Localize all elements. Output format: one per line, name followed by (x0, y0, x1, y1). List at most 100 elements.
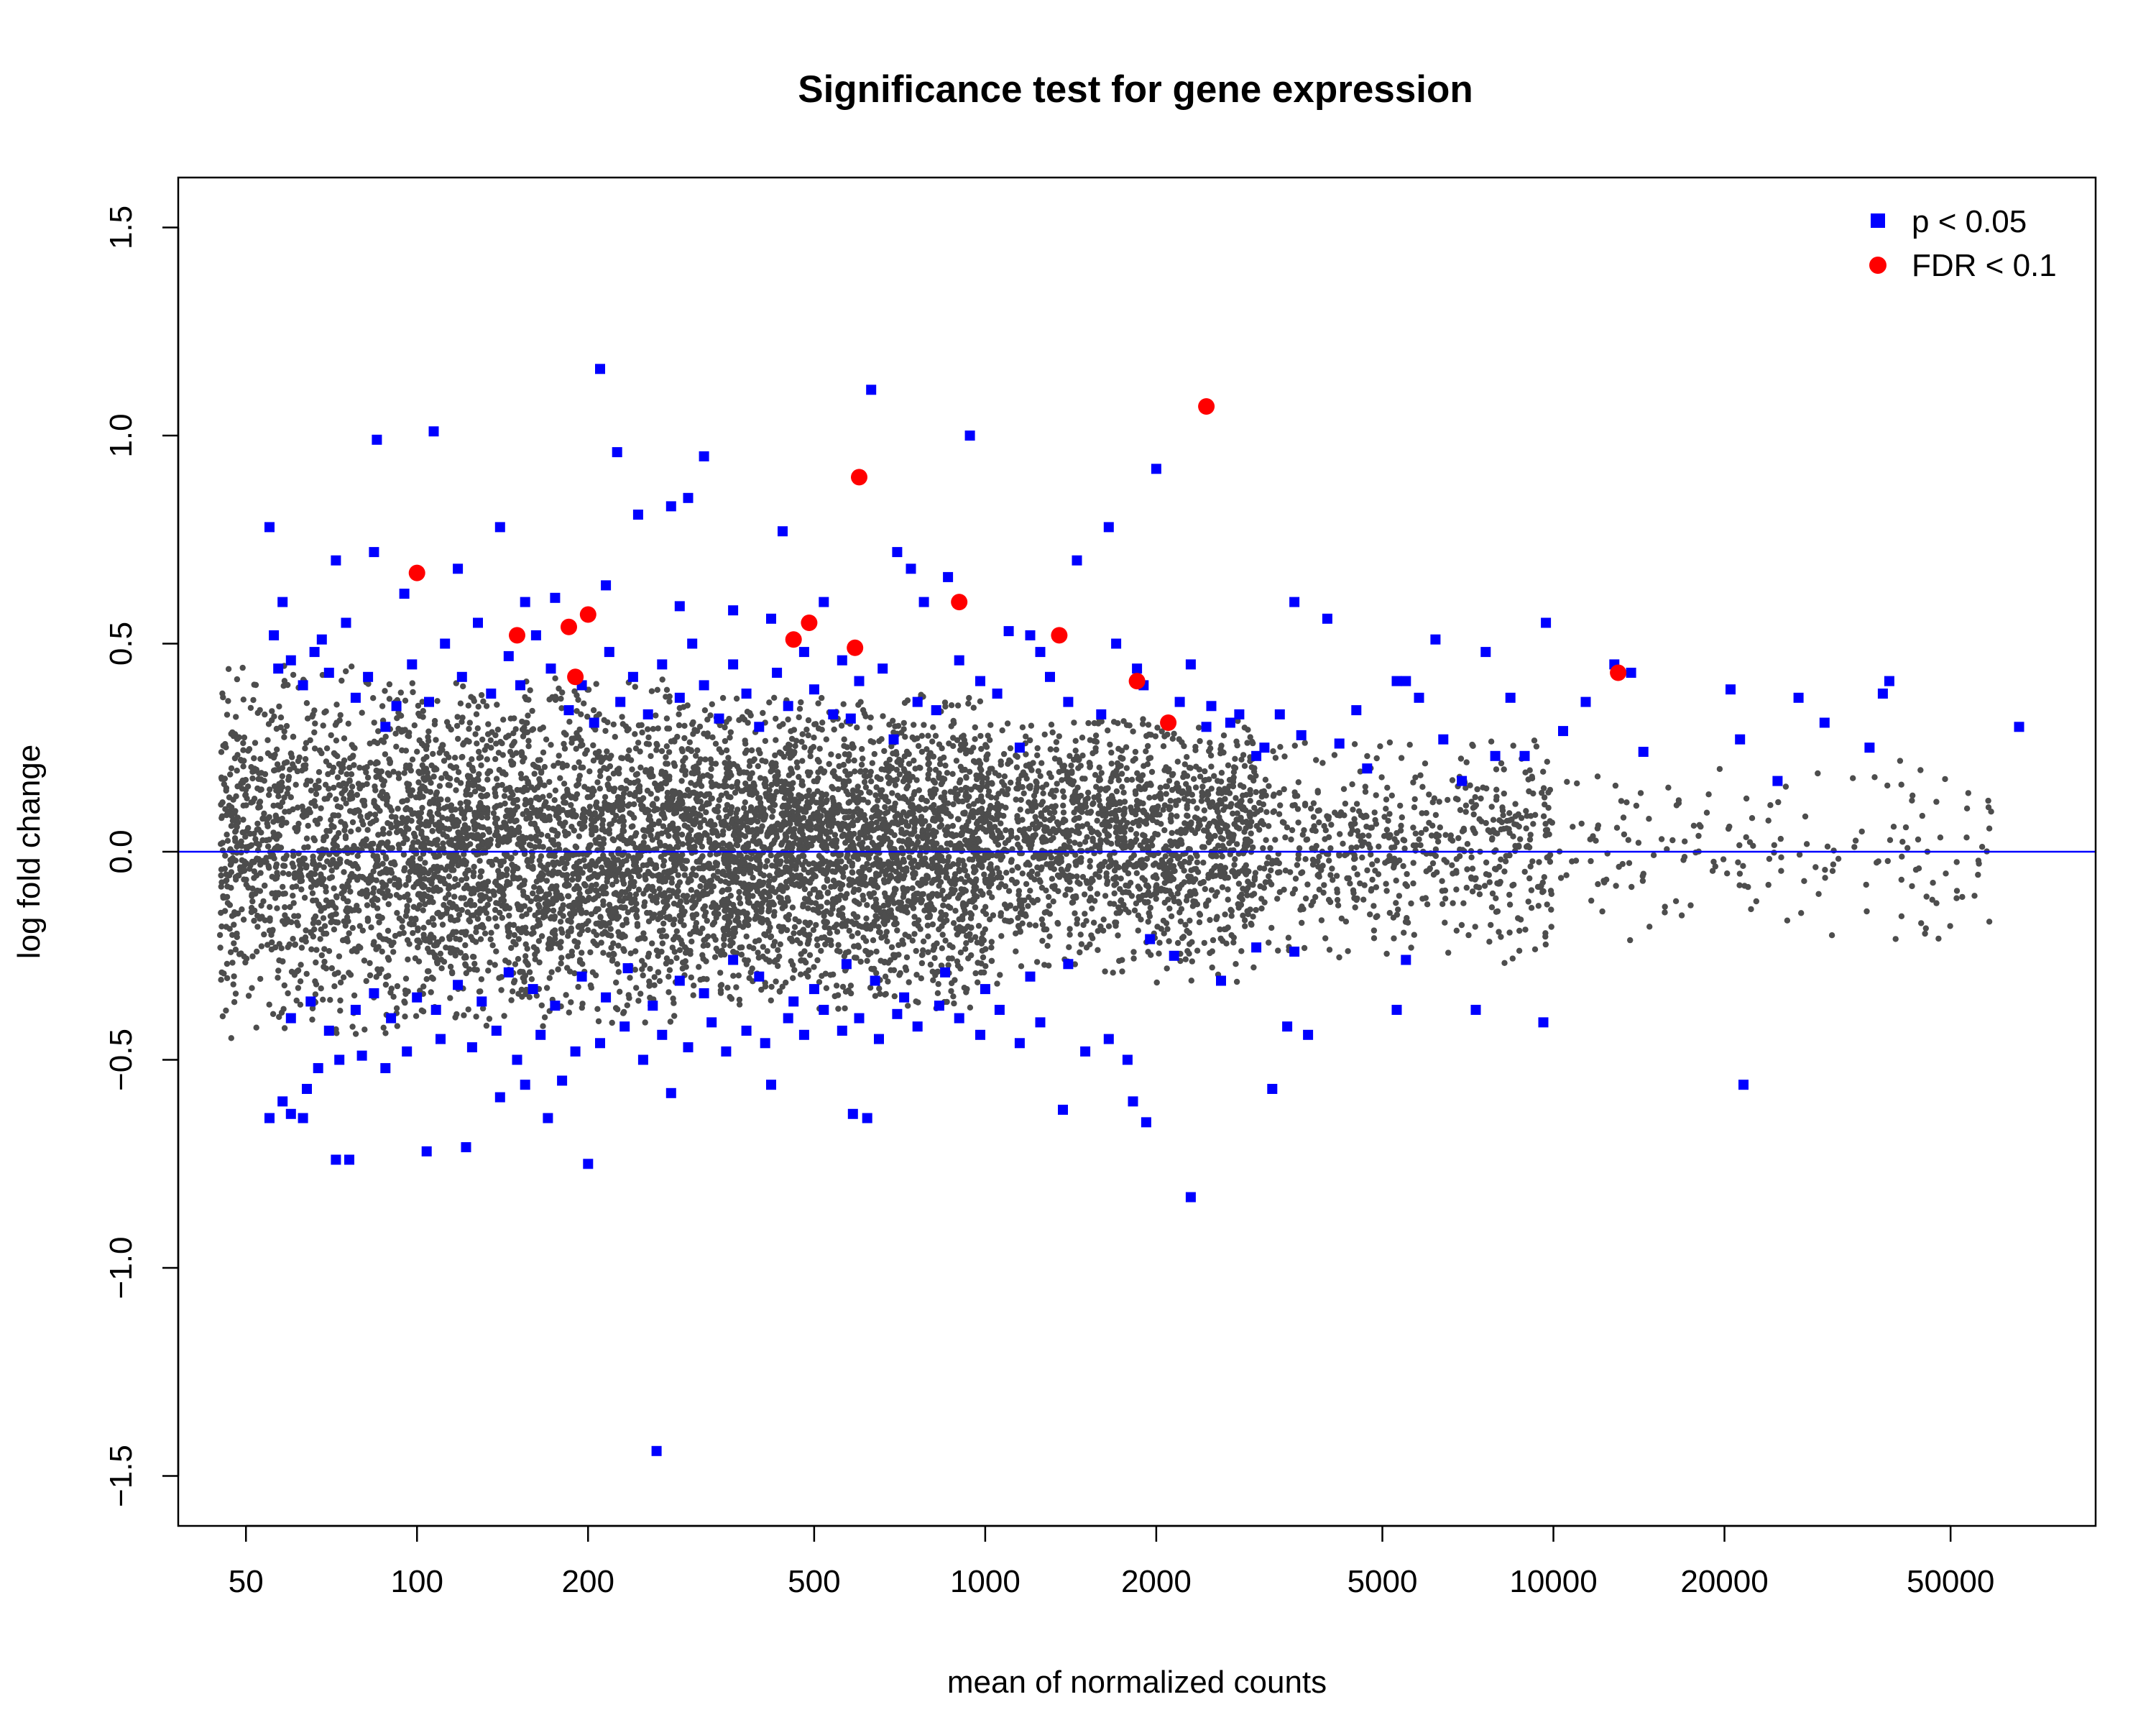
background-point (512, 818, 518, 825)
background-point (546, 813, 553, 820)
background-point (223, 1007, 229, 1014)
background-point (626, 801, 632, 808)
background-point (500, 717, 507, 723)
background-point (406, 730, 413, 736)
background-point (266, 791, 272, 799)
background-point (621, 1008, 627, 1016)
background-point (490, 810, 497, 816)
background-point (221, 781, 227, 788)
background-point (650, 801, 656, 807)
background-point (596, 711, 602, 717)
background-point (336, 717, 343, 724)
background-point (533, 878, 540, 885)
background-point (283, 852, 290, 859)
background-point (321, 958, 328, 965)
background-point (287, 903, 293, 911)
background-point (446, 886, 452, 892)
background-point (349, 862, 356, 869)
background-point (673, 928, 680, 934)
background-point (413, 1013, 420, 1019)
background-point (341, 884, 349, 891)
background-point (654, 686, 660, 693)
background-point (712, 740, 719, 748)
background-point (734, 778, 741, 786)
background-point (456, 936, 463, 943)
background-point (535, 795, 542, 801)
background-point (450, 929, 456, 935)
background-point (399, 814, 405, 822)
background-point (370, 868, 377, 875)
background-point (267, 786, 273, 793)
background-point (538, 933, 545, 939)
background-point (632, 859, 640, 865)
background-point (831, 726, 837, 733)
background-point (258, 943, 265, 949)
background-point (499, 752, 506, 758)
background-point (854, 724, 860, 731)
background-point (842, 840, 849, 846)
background-point (648, 753, 654, 760)
background-point (454, 881, 461, 888)
background-point (464, 842, 471, 850)
background-point (596, 834, 602, 841)
background-point (545, 945, 552, 952)
background-point (290, 893, 296, 899)
background-point (520, 758, 526, 765)
background-point (463, 901, 470, 908)
background-point (420, 983, 427, 990)
background-point (477, 873, 484, 880)
background-point (950, 920, 957, 926)
background-point (595, 1018, 602, 1025)
background-point (359, 891, 365, 897)
background-point (452, 875, 459, 883)
background-point (304, 715, 311, 722)
background-point (477, 936, 484, 942)
background-point (807, 769, 814, 776)
background-point (693, 872, 699, 879)
background-point (331, 885, 337, 892)
background-point (376, 970, 382, 977)
background-point (561, 865, 568, 872)
background-point (388, 860, 395, 867)
background-point (612, 873, 619, 880)
background-point (510, 752, 516, 759)
background-point (384, 927, 392, 934)
background-point (282, 891, 288, 897)
background-point (811, 734, 817, 741)
background-point (418, 828, 425, 835)
background-point (587, 949, 594, 956)
background-point (925, 949, 931, 956)
background-point (597, 914, 604, 921)
background-point (453, 722, 461, 730)
background-point (568, 999, 574, 1006)
background-point (234, 930, 240, 937)
background-point (835, 753, 842, 760)
background-point (301, 845, 308, 851)
background-point (240, 763, 247, 770)
background-point (556, 685, 562, 692)
background-point (459, 860, 466, 867)
background-point (963, 773, 969, 781)
background-point (649, 940, 655, 947)
background-point (285, 776, 292, 783)
background-point (410, 859, 416, 866)
background-point (551, 827, 558, 834)
background-point (401, 867, 407, 874)
background-point (371, 719, 377, 726)
background-point (337, 997, 344, 1004)
background-point (303, 864, 310, 871)
background-point (651, 974, 658, 980)
background-point (946, 942, 953, 949)
background-point (448, 867, 455, 873)
background-point (428, 840, 436, 847)
background-point (285, 681, 291, 689)
background-point (343, 800, 349, 807)
background-point (264, 750, 272, 757)
background-point (251, 917, 257, 924)
background-point (387, 804, 393, 811)
background-point (471, 902, 478, 908)
background-point (679, 767, 686, 773)
background-point (367, 972, 374, 979)
background-point (349, 819, 356, 826)
background-point (393, 1005, 400, 1012)
